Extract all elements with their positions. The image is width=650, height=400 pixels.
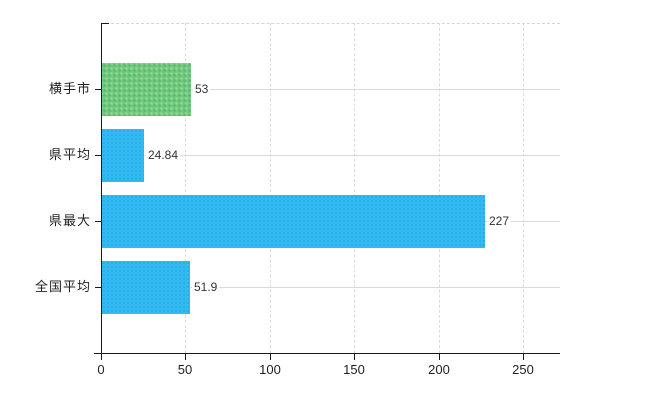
gridline-x-50	[185, 23, 186, 353]
bar-ken-saidai	[102, 195, 485, 248]
gridline-x-200	[439, 23, 440, 353]
category-tick-ken-heikin	[95, 155, 101, 156]
y-axis-top-cap	[101, 23, 109, 24]
x-tick-label-100: 100	[259, 362, 281, 377]
x-tick-label-200: 200	[428, 362, 450, 377]
category-label-ken-saidai: 県最大	[48, 213, 91, 228]
gridline-category-ken-heikin	[101, 155, 560, 156]
gridline-x-250	[523, 23, 524, 353]
y-axis-line	[101, 23, 102, 353]
category-tick-zenkoku-heikin	[95, 287, 101, 288]
value-label-yokote-shi: 53	[193, 81, 211, 97]
x-tick-label-50: 50	[177, 362, 193, 377]
value-label-ken-saidai: 227	[487, 213, 512, 229]
x-tick-label-150: 150	[343, 362, 365, 377]
x-tick-50	[185, 353, 186, 360]
plot-top-border	[101, 23, 560, 24]
category-label-yokote-shi: 横手市	[48, 81, 91, 96]
category-tick-ken-saidai	[95, 221, 101, 222]
x-tick-250	[523, 353, 524, 360]
gridline-x-100	[270, 23, 271, 353]
gridline-x-150	[354, 23, 355, 353]
x-tick-label-0: 0	[97, 362, 105, 377]
bar-ken-heikin	[102, 129, 144, 182]
x-axis-line	[94, 353, 560, 354]
value-label-zenkoku-heikin: 51.9	[192, 279, 220, 295]
category-label-zenkoku-heikin: 全国平均	[34, 279, 91, 294]
category-tick-yokote-shi	[95, 89, 101, 90]
gridline-category-yokote-shi	[101, 89, 560, 90]
x-tick-label-250: 250	[512, 362, 534, 377]
gridline-category-zenkoku-heikin	[101, 287, 560, 288]
x-tick-150	[354, 353, 355, 360]
x-tick-200	[439, 353, 440, 360]
value-label-ken-heikin: 24.84	[146, 147, 181, 163]
x-tick-0	[101, 353, 102, 360]
bar-zenkoku-heikin	[102, 261, 190, 314]
category-label-ken-heikin: 県平均	[48, 147, 91, 162]
x-tick-100	[270, 353, 271, 360]
bar-yokote-shi	[102, 63, 191, 116]
